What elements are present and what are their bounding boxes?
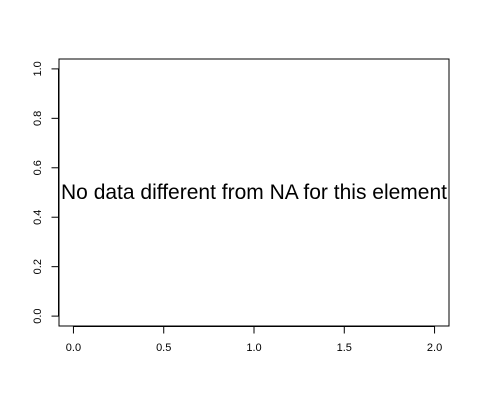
y-tick-label: 0.4 [32,210,44,225]
x-axis: 0.0 0.5 1.0 1.5 2.0 [66,326,442,354]
x-tick-label: 0.5 [156,342,171,354]
x-tick-label: 2.0 [427,342,442,354]
x-tick-label: 1.5 [337,342,352,354]
y-tick-label: 0.2 [32,259,44,274]
y-axis: 0.0 0.2 0.4 0.6 0.8 1.0 [32,61,59,324]
x-tick-label: 0.0 [66,342,81,354]
y-tick-label: 0.8 [32,111,44,126]
plot-area: No data different from NA for this eleme… [61,181,447,204]
y-tick-label: 1.0 [32,61,44,76]
no-data-annotation: No data different from NA for this eleme… [61,181,447,204]
x-tick-label: 1.0 [246,342,261,354]
y-tick-label: 0.0 [32,308,44,323]
y-tick-label: 0.6 [32,160,44,175]
